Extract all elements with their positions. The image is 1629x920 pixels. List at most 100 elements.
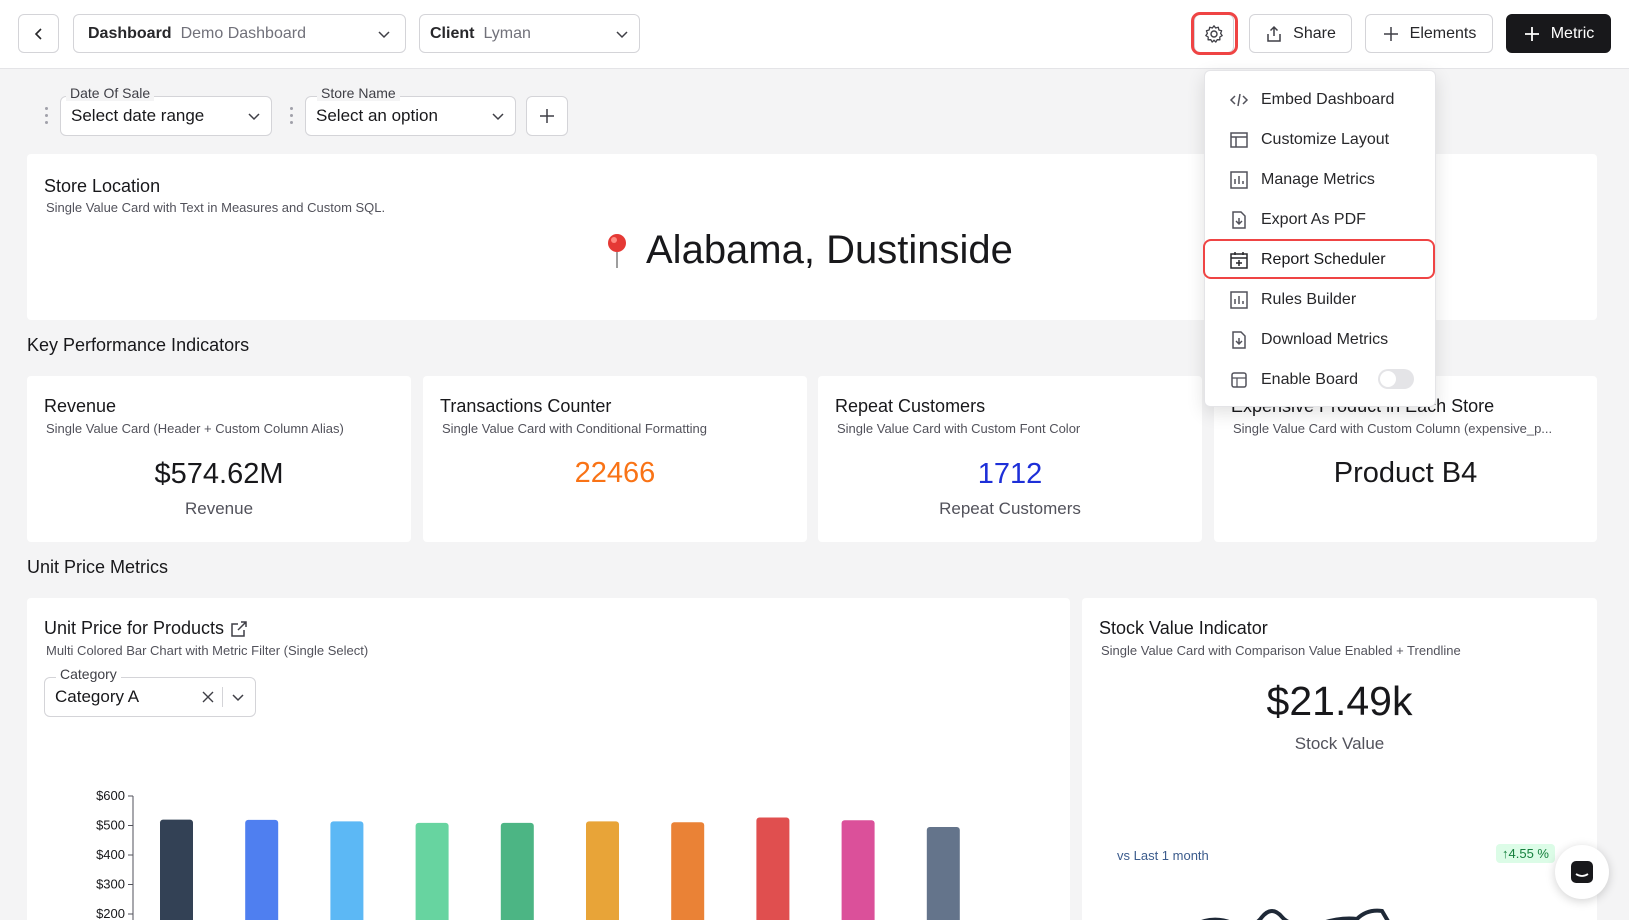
- menu-item-label: Enable Board: [1261, 371, 1358, 388]
- chat-icon: [1571, 861, 1593, 883]
- menu-item-customize-layout[interactable]: Customize Layout: [1205, 121, 1437, 159]
- top-bar: Dashboard Demo Dashboard Client Lyman Sh…: [0, 0, 1629, 69]
- chart-bar[interactable]: [671, 822, 705, 920]
- file-download-icon: [1232, 211, 1246, 229]
- external-link-icon[interactable]: [230, 620, 248, 638]
- client-select-value: Lyman: [483, 24, 531, 42]
- revenue-label: Revenue: [184, 499, 254, 518]
- transactions-value: 22466: [574, 457, 656, 489]
- change-badge: ↑4.55 %: [1496, 844, 1555, 863]
- menu-item-label: Embed Dashboard: [1261, 91, 1395, 108]
- menu-item-label: Export As PDF: [1261, 211, 1366, 228]
- map-pin-icon: [608, 233, 626, 268]
- menu-item-manage-metrics[interactable]: Manage Metrics: [1205, 161, 1437, 199]
- calendar-plus-icon: [1230, 252, 1248, 269]
- stock-value-card: Stock Value Indicator Single Value Card …: [1082, 598, 1597, 920]
- chart-bar[interactable]: [841, 820, 875, 920]
- y-axis-tick-label: $600: [96, 788, 125, 803]
- store-location-value-row: Alabama, Dustinside: [602, 228, 1013, 273]
- category-filter-label: Category: [56, 666, 121, 682]
- menu-item-embed-dashboard[interactable]: Embed Dashboard: [1205, 81, 1437, 119]
- drag-handle-icon[interactable]: [290, 107, 294, 127]
- store-name-label: Store Name: [317, 85, 400, 101]
- store-name-select[interactable]: Select an option: [305, 96, 516, 136]
- code-icon: [1229, 93, 1249, 107]
- dashboard-select[interactable]: Dashboard Demo Dashboard: [73, 14, 406, 53]
- menu-item-download-metrics[interactable]: Download Metrics: [1205, 321, 1437, 359]
- settings-highlight: [1191, 12, 1238, 55]
- dashboard-select-key: Dashboard: [88, 24, 172, 42]
- revenue-card: Revenue Single Value Card (Header + Cust…: [27, 376, 411, 542]
- unit-price-section-title: Unit Price Metrics: [27, 557, 169, 577]
- chevron-down-icon: [616, 30, 628, 38]
- trendline-chart: [1200, 908, 1390, 920]
- menu-item-enable-board[interactable]: Enable Board: [1205, 361, 1437, 399]
- menu-item-label: Manage Metrics: [1261, 171, 1375, 188]
- drag-handle-icon[interactable]: [45, 107, 49, 127]
- card-subtitle: Multi Colored Bar Chart with Metric Filt…: [46, 643, 369, 658]
- card-title: Stock Value Indicator: [1099, 618, 1268, 638]
- chevron-down-icon: [492, 113, 504, 121]
- kpi-section-title: Key Performance Indicators: [27, 335, 250, 355]
- chart-bar[interactable]: [245, 819, 279, 920]
- scrollbar[interactable]: [1619, 70, 1629, 920]
- y-axis-tick-label: $500: [96, 818, 125, 833]
- unit-price-card: Unit Price for Products Multi Colored Ba…: [27, 598, 1070, 920]
- chart-bar[interactable]: [756, 817, 790, 920]
- card-title: Unit Price for Products: [44, 618, 225, 638]
- chart-bar[interactable]: [330, 821, 364, 920]
- y-axis-tick-label: $300: [96, 877, 125, 892]
- file-download-icon: [1232, 331, 1246, 349]
- store-location-value: Alabama, Dustinside: [646, 228, 1013, 272]
- y-axis-tick-label: $400: [96, 847, 125, 862]
- card-title: Transactions Counter: [440, 396, 612, 416]
- elements-label: Elements: [1409, 24, 1477, 42]
- gear-icon: [1205, 24, 1223, 43]
- menu-item-label: Customize Layout: [1261, 131, 1390, 148]
- add-filter-button[interactable]: [526, 96, 568, 136]
- add-metric-button[interactable]: Metric: [1506, 14, 1611, 53]
- plus-icon: [1383, 26, 1398, 41]
- share-button[interactable]: Share: [1249, 14, 1352, 53]
- repeat-customers-label: Repeat Customers: [939, 499, 1081, 518]
- card-subtitle: Single Value Card with Custom Font Color: [837, 421, 1081, 436]
- back-button[interactable]: [18, 14, 59, 53]
- elements-button[interactable]: Elements: [1365, 14, 1493, 53]
- date-of-sale-value: Select date range: [71, 106, 205, 125]
- close-icon[interactable]: [202, 691, 214, 703]
- menu-item-report-scheduler[interactable]: Report Scheduler: [1205, 241, 1437, 279]
- chart-bar[interactable]: [415, 822, 449, 920]
- chat-button[interactable]: [1555, 845, 1609, 899]
- date-of-sale-select[interactable]: Select date range: [60, 96, 272, 136]
- menu-item-label: Download Metrics: [1261, 331, 1389, 348]
- chart-bar[interactable]: [586, 821, 619, 920]
- enable-board-toggle[interactable]: [1378, 369, 1414, 389]
- card-title-row: Unit Price for Products: [44, 618, 248, 639]
- settings-menu: Embed Dashboard Customize Layout Manage …: [1204, 70, 1436, 407]
- date-of-sale-label: Date Of Sale: [66, 85, 155, 101]
- chart-icon: [1230, 171, 1248, 189]
- menu-item-export-pdf[interactable]: Export As PDF: [1205, 201, 1437, 239]
- chevron-down-icon: [232, 694, 244, 702]
- board-icon: [1231, 372, 1247, 388]
- card-subtitle: Single Value Card with Text in Measures …: [46, 200, 386, 215]
- category-filter-select[interactable]: Category A: [44, 677, 256, 717]
- repeat-customers-value: 1712: [977, 458, 1043, 490]
- client-select-key: Client: [430, 24, 475, 42]
- card-title: Revenue: [44, 396, 117, 416]
- chevron-down-icon: [248, 113, 260, 121]
- chart-bar[interactable]: [926, 826, 960, 920]
- dashboard-select-value: Demo Dashboard: [180, 24, 306, 42]
- category-filter-value: Category A: [55, 687, 140, 706]
- menu-item-rules-builder[interactable]: Rules Builder: [1205, 281, 1437, 319]
- menu-item-label: Report Scheduler: [1261, 251, 1386, 268]
- unit-price-bar-chart: $600 $500 $400 $300 $200: [96, 788, 960, 920]
- repeat-customers-card: Repeat Customers Single Value Card with …: [818, 376, 1202, 542]
- comparison-text: vs Last 1 month: [1117, 848, 1209, 863]
- chart-bar[interactable]: [500, 822, 534, 920]
- card-subtitle: Single Value Card with Comparison Value …: [1101, 643, 1461, 658]
- client-select[interactable]: Client Lyman: [419, 14, 640, 53]
- stock-value: $21.49k: [1266, 678, 1413, 724]
- chart-bar[interactable]: [160, 819, 193, 920]
- card-title: Repeat Customers: [835, 396, 986, 416]
